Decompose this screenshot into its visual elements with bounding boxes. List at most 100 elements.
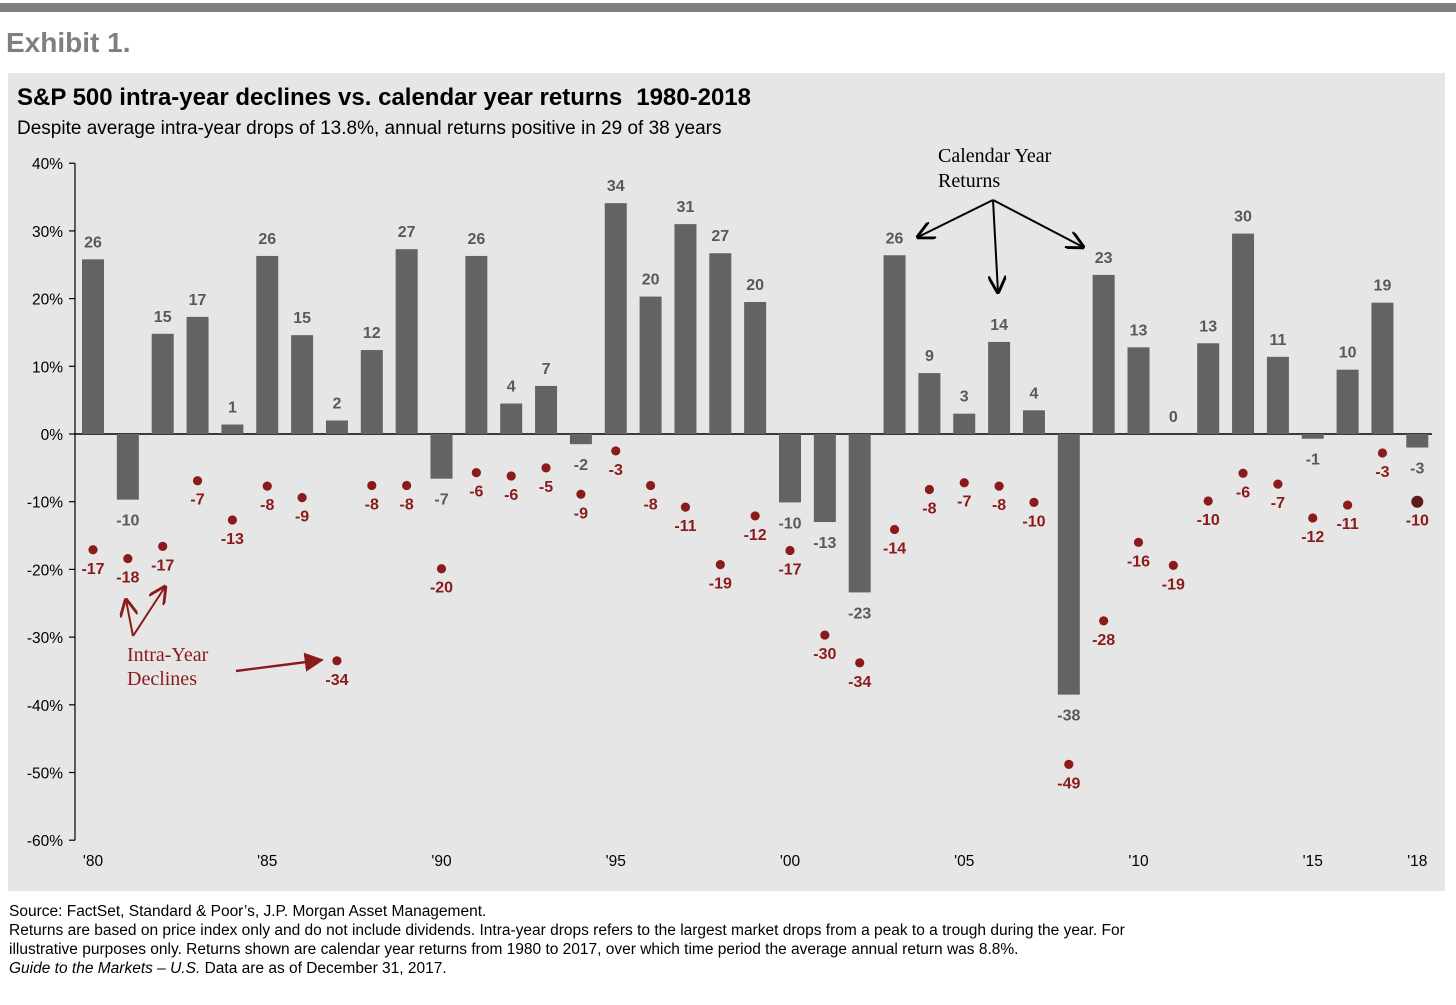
x-tick-label: '15: [1303, 853, 1323, 870]
decline-label-2012: -10: [1197, 512, 1220, 529]
decline-label-1983: -7: [190, 492, 204, 509]
bar-label-1998: 27: [711, 228, 729, 245]
y-tick-label: 10%: [32, 359, 63, 376]
decline-dot-2016: [1343, 500, 1353, 510]
bar-label-2008: -38: [1057, 708, 1080, 725]
bar-label-1996: 20: [642, 272, 660, 289]
decline-label-2004: -8: [922, 501, 936, 518]
decline-dot-2005: [959, 478, 969, 488]
decline-dot-1986: [297, 493, 307, 503]
decline-dot-1998: [715, 560, 725, 570]
bar-1989: [395, 249, 418, 434]
bar-1988: [360, 350, 383, 434]
decline-dot-2004: [924, 484, 935, 495]
bar-1985: [256, 255, 279, 434]
decline-label-1981: -18: [116, 570, 139, 587]
decline-dot-1989: [402, 480, 412, 491]
bar-1980: [82, 259, 104, 434]
chart-panel: [8, 73, 1445, 891]
decline-dot-1991: [471, 467, 481, 478]
bar-label-2003: 26: [886, 230, 904, 247]
decline-dot-2015: [1308, 513, 1318, 523]
bar-1998: [709, 253, 732, 434]
decline-dot-2000: [785, 545, 795, 556]
y-tick-label: -50%: [27, 766, 63, 783]
bar-label-1987: 2: [332, 395, 341, 412]
bar-1986: [291, 335, 314, 434]
chart-title-years: 1980-2018: [636, 84, 751, 111]
footer-guide-title: Guide to the Markets – U.S.: [9, 960, 201, 977]
decline-label-2017: -3: [1375, 464, 1389, 481]
decline-label-1994: -9: [574, 505, 588, 522]
bar-label-2007: 4: [1029, 385, 1038, 402]
decline-dot-1981: [123, 553, 133, 564]
footer-source: Source: FactSet, Standard & Poor’s, J.P.…: [9, 903, 487, 920]
annotation-arrow-1: [918, 199, 994, 237]
bar-1992: [500, 403, 523, 434]
x-tick-label: '18: [1407, 853, 1427, 870]
footer-as-of: Data are as of December 31, 2017.: [200, 960, 447, 977]
decline-dot-1985: [262, 481, 272, 491]
intra-year-declines-annotation: Intra-Year Declines: [127, 644, 209, 690]
bar-layer: 26-1015171261521227-72647-23420312720-10…: [82, 178, 1429, 725]
decline-dot-2001: [820, 630, 830, 640]
decline-dot-1983: [192, 476, 203, 486]
decline-label-1990: -20: [430, 580, 453, 597]
bar-label-1985: 26: [258, 231, 276, 248]
calendar-year-returns-annotation-line: Returns: [938, 170, 1000, 192]
bar-1993: [535, 385, 558, 434]
decline-dot-1980: [88, 545, 98, 555]
decline-dot-2002: [855, 658, 865, 668]
decline-label-2009: -28: [1092, 632, 1115, 649]
decline-label-2003: -14: [883, 540, 906, 557]
bar-label-2016: 10: [1339, 345, 1357, 362]
decline-label-1992: -6: [504, 487, 518, 504]
decline-label-2011: -19: [1162, 576, 1185, 593]
decline-dot-1996: [646, 480, 656, 491]
bar-label-2006: 14: [990, 317, 1008, 334]
bar-label-2005: 3: [960, 389, 969, 406]
decline-dot-1997: [680, 502, 691, 512]
bar-label-1989: 27: [398, 224, 416, 241]
bar-1997: [674, 224, 697, 434]
bar-label-1992: 4: [507, 379, 516, 396]
bar-label-2002: -23: [848, 605, 871, 622]
bar-1981: [116, 434, 139, 500]
bar-1984: [221, 424, 244, 434]
chart-title-text: S&P 500 intra-year declines vs. calendar…: [17, 84, 623, 111]
decline-dot-2012: [1203, 496, 1213, 506]
bar-label-1981: -10: [116, 513, 139, 530]
top-rule: [0, 3, 1456, 12]
bar-2013: [1232, 233, 1255, 434]
y-tick-label: -30%: [27, 630, 63, 647]
decline-label-1993: -5: [539, 479, 553, 496]
decline-label-2002: -34: [848, 674, 871, 691]
decline-label-2013: -6: [1236, 484, 1250, 501]
x-tick-label: '10: [1128, 853, 1149, 870]
bar-2000: [779, 434, 801, 503]
annotation-arrow-3: [992, 199, 1083, 247]
annotation-arrow-5: [132, 587, 165, 637]
decline-dot-2018: [1411, 495, 1424, 508]
annotation-layer: Calendar Year Returns Intra-Year Declines: [126, 145, 1083, 690]
dot-layer: -17 -18 -17 -7 -13 -8 -9 -34 -8 -8 -20 -6 -6 -5 -9 -3 -8…: [81, 446, 1429, 792]
annotation-arrow-2: [993, 199, 998, 292]
decline-dot-1990: [436, 564, 447, 574]
y-tick-label: 0%: [41, 427, 64, 444]
bar-1999: [744, 301, 767, 434]
bar-label-1988: 12: [363, 325, 381, 342]
decline-dot-1994: [576, 489, 586, 499]
decline-label-1988: -8: [365, 496, 379, 513]
chart-subtitle: Despite average intra-year drops of 13.8…: [17, 118, 722, 139]
decline-label-2014: -7: [1271, 495, 1285, 512]
decline-dot-2014: [1273, 479, 1283, 489]
decline-label-1982: -17: [151, 557, 174, 574]
y-tick-label: -10%: [27, 495, 63, 512]
bar-2005: [953, 413, 976, 434]
y-tick-label: -40%: [27, 698, 63, 715]
bar-2006: [988, 341, 1011, 434]
decline-label-2001: -30: [813, 646, 836, 663]
chart-title: S&P 500 intra-year declines vs. calendar…: [17, 84, 751, 112]
x-tick-label: '85: [257, 853, 277, 870]
decline-label-2015: -12: [1301, 529, 1324, 546]
